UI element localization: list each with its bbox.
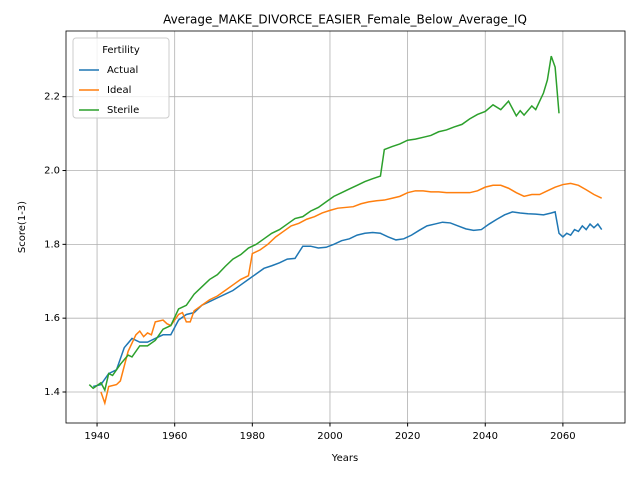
y-axis-label: Score(1-3) [17,201,28,253]
x-tick-label: 2040 [473,431,498,442]
legend-title: Fertility [102,45,140,56]
x-tick-label: 1960 [162,431,187,442]
line-series [88,55,560,393]
chart-title: Average_MAKE_DIVORCE_EASIER_Female_Below… [163,13,527,27]
legend-box [72,37,170,119]
x-tick-label: 2020 [395,431,420,442]
axes-frame [65,30,626,424]
y-tick-label: 2.2 [44,92,60,103]
x-tick-label: 1940 [84,431,109,442]
x-tick-label: 2060 [550,431,575,442]
y-tick-label: 1.8 [44,239,60,250]
line-series [92,210,603,388]
legend: Fertility Actual Ideal Sterile [72,37,170,119]
x-axis-label: Years [331,453,358,464]
legend-label: Ideal [107,85,131,96]
line-series [100,182,603,406]
x-tick-label: 1980 [240,431,265,442]
y-tick-label: 1.6 [44,313,60,324]
y-tick-label: 1.4 [44,387,60,398]
x-tick-label: 2000 [317,431,342,442]
legend-label: Sterile [107,105,139,116]
y-tick-label: 2.0 [44,166,60,177]
legend-label: Actual [107,65,138,76]
